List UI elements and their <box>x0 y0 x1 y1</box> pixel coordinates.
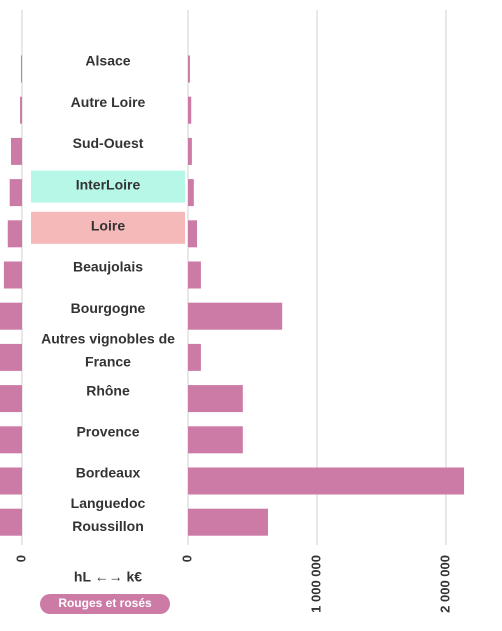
category-label: Bordeaux <box>76 465 141 481</box>
bar <box>20 96 22 124</box>
bar <box>11 137 22 165</box>
bar <box>3 261 22 289</box>
label-highlight <box>31 211 185 244</box>
bar <box>188 96 192 124</box>
category-label: Provence <box>76 424 139 440</box>
bar <box>188 343 201 371</box>
bar <box>0 385 22 413</box>
bar <box>9 179 22 207</box>
category-label: Rhône <box>86 382 130 398</box>
category-label: Sud-Ouest <box>73 135 144 151</box>
bar <box>188 302 283 330</box>
category-label: Autres vignobles de France <box>41 330 175 369</box>
bar <box>188 220 198 248</box>
filter-button[interactable] <box>40 594 170 614</box>
label-highlight <box>31 170 185 203</box>
x-tick-label: 2 000 000 <box>437 555 452 613</box>
bar <box>0 343 22 371</box>
bar <box>0 426 22 454</box>
category-label: Languedoc Roussillon <box>71 495 146 534</box>
x-tick-label: 0 <box>13 555 28 562</box>
bar <box>20 55 22 83</box>
category-label: InterLoire <box>76 176 141 192</box>
bar <box>7 220 22 248</box>
label-column <box>25 10 185 543</box>
x-tick-label: 1 000 000 <box>308 555 323 613</box>
category-label: Bourgogne <box>71 300 146 316</box>
bar <box>188 508 268 536</box>
bar <box>0 302 22 330</box>
bar <box>188 385 243 413</box>
x-tick-label: 0 <box>179 555 194 562</box>
axis-note: hL ←→ k€ <box>74 569 142 585</box>
bar <box>188 467 465 495</box>
filter-button-label[interactable]: Rouges et rosés <box>58 596 152 610</box>
category-label: Autre Loire <box>71 94 146 110</box>
bar <box>188 261 201 289</box>
bar <box>188 137 192 165</box>
bar <box>188 55 190 83</box>
bar <box>0 467 22 495</box>
category-label: Alsace <box>85 53 130 69</box>
category-label: Loire <box>91 218 125 234</box>
category-label: Beaujolais <box>73 259 143 275</box>
bar <box>188 426 243 454</box>
bar <box>0 508 22 536</box>
bar <box>188 179 194 207</box>
